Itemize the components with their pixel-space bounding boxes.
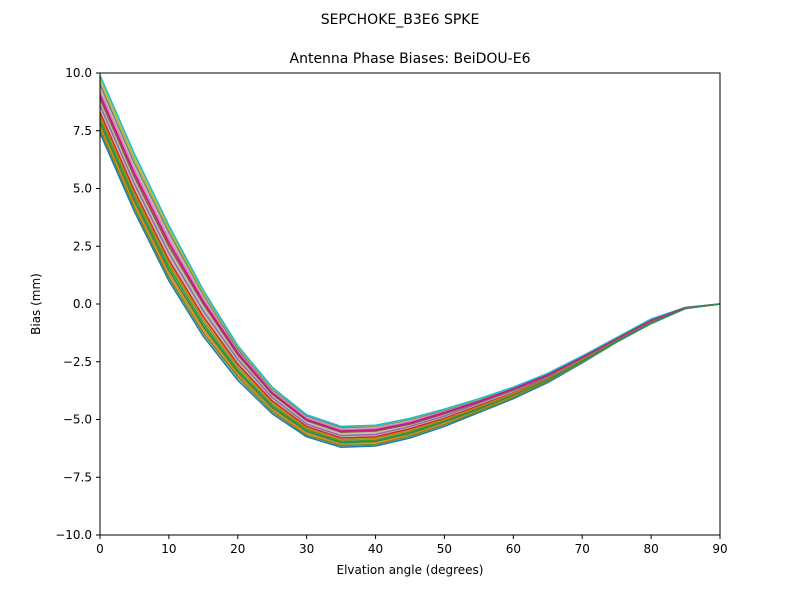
y-axis-ticks: −10.0 −7.5 −5.0 −2.5 0.0 2.5 5.0 7.5 10.0 [55, 66, 100, 542]
x-tick-label: 40 [368, 542, 383, 556]
figure-suptitle: SEPCHOKE_B3E6 SPKE [321, 12, 480, 28]
x-tick-label: 30 [299, 542, 314, 556]
x-axis-ticks: 0 10 20 30 40 50 60 70 80 90 [96, 535, 728, 556]
x-tick-label: 60 [506, 542, 521, 556]
y-tick-label: −5.0 [63, 413, 92, 427]
series-line-5 [99, 98, 721, 433]
series-line-7 [99, 84, 721, 429]
plot-area: 0 10 20 30 40 50 60 70 80 90 −10.0 −7.5 −5.0 −2.5 0.0… [55, 66, 727, 556]
chart-title: Antenna Phase Biases: BeiDOU-E6 [290, 51, 531, 67]
y-tick-label: 7.5 [73, 124, 92, 138]
y-tick-label: −2.5 [63, 355, 92, 369]
x-tick-label: 20 [230, 542, 245, 556]
series-layer [99, 75, 721, 448]
y-tick-label: 10.0 [65, 66, 92, 80]
y-tick-label: 2.5 [73, 239, 92, 253]
x-tick-label: 80 [643, 542, 658, 556]
x-axis-label: Elvation angle (degrees) [337, 563, 484, 577]
y-tick-label: 5.0 [73, 182, 92, 196]
x-tick-label: 10 [161, 542, 176, 556]
y-tick-label: −10.0 [55, 528, 92, 542]
x-tick-label: 70 [575, 542, 590, 556]
x-tick-label: 0 [96, 542, 104, 556]
series-envelope [100, 75, 720, 448]
series-line-9 [99, 75, 721, 428]
series-line-13 [99, 122, 721, 444]
y-axis-label: Bias (mm) [29, 273, 43, 335]
x-tick-label: 90 [712, 542, 727, 556]
series-line-6 [99, 91, 721, 431]
series-line-8 [99, 79, 721, 428]
series-line-12 [99, 94, 721, 432]
x-tick-label: 50 [437, 542, 452, 556]
y-tick-label: 0.0 [73, 297, 92, 311]
y-tick-label: −7.5 [63, 470, 92, 484]
